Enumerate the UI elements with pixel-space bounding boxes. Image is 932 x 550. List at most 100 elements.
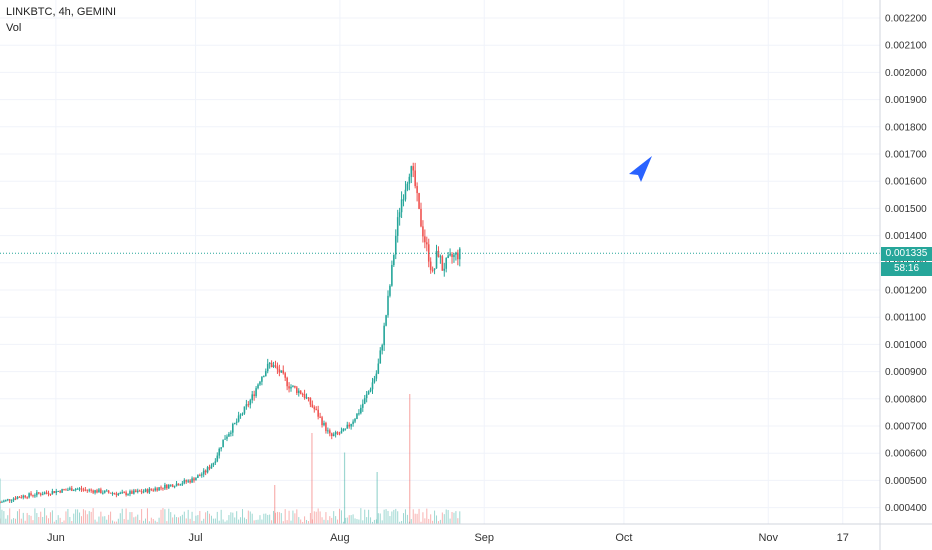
price-tick-label: 0.001000 <box>885 340 927 351</box>
volume-bar <box>57 515 59 524</box>
volume-bar <box>94 519 96 524</box>
chart-legend: LINKBTC, 4h, GEMINI Vol <box>6 5 116 37</box>
candle-body <box>323 422 325 426</box>
volume-bar <box>51 510 53 524</box>
volume-spike <box>343 452 346 524</box>
volume-bar <box>32 520 34 524</box>
volume-bar <box>393 509 395 524</box>
volume-bar <box>319 511 321 524</box>
volume-bar <box>302 521 304 524</box>
candle-body <box>74 488 77 491</box>
candle-body <box>396 217 399 236</box>
volume-bar <box>28 515 30 524</box>
candlestick-series <box>0 162 461 504</box>
candle-body <box>98 489 100 493</box>
volume-bar <box>207 510 209 524</box>
time-axis[interactable]: Jun Jul Aug Sep Oct Nov 17 <box>0 523 932 544</box>
price-tick-label: 0.000800 <box>885 394 927 405</box>
volume-bar <box>304 516 306 524</box>
candle-body <box>321 417 323 426</box>
volume-bar <box>199 510 201 524</box>
candle-body <box>111 493 114 495</box>
candle-body <box>28 493 30 498</box>
price-axis[interactable]: 0.002200 0.002100 0.002000 0.001900 0.001800… <box>879 0 927 550</box>
volume-bar <box>232 512 234 524</box>
volume-bar <box>214 518 216 524</box>
candle-body <box>288 386 290 389</box>
price-tick-label: 0.002100 <box>885 41 927 52</box>
price-tick-label: 0.001500 <box>885 204 927 215</box>
time-tick-label: 17 <box>837 532 849 544</box>
volume-bar <box>371 521 373 524</box>
candle-body <box>389 285 391 296</box>
volume-bar <box>61 521 63 524</box>
candle-body <box>65 489 67 491</box>
volume-bar <box>292 510 294 524</box>
volume-bar <box>325 512 327 524</box>
volume-bar <box>278 512 280 524</box>
volume-bar <box>24 520 26 524</box>
volume-bar <box>59 517 61 524</box>
volume-bar <box>189 518 191 524</box>
candle-body <box>416 186 418 194</box>
volume-bar <box>80 516 82 524</box>
candle-body <box>10 500 13 502</box>
candle-body <box>69 488 71 490</box>
candle-body <box>329 430 331 434</box>
candle-body <box>259 381 261 385</box>
volume-legend-label[interactable]: Vol <box>6 22 22 34</box>
candle-body <box>22 495 25 498</box>
candle-body <box>319 416 321 418</box>
candle-body <box>412 166 415 171</box>
volume-bar <box>119 513 121 524</box>
volume-bar <box>5 518 7 524</box>
symbol-title[interactable]: LINKBTC, 4h, GEMINI <box>6 6 117 18</box>
candle-body <box>158 487 160 491</box>
volume-bar <box>335 516 337 524</box>
candle-body <box>204 470 207 473</box>
candle-body <box>150 488 153 490</box>
volume-bar <box>288 510 290 524</box>
volume-bar <box>145 518 147 524</box>
volume-bar <box>158 517 160 524</box>
candle-body <box>400 199 403 213</box>
candle-body <box>20 497 23 499</box>
volume-bar <box>439 519 441 524</box>
candle-body <box>249 400 252 405</box>
volume-bar <box>457 518 459 524</box>
volume-bar <box>0 518 1 524</box>
volume-bar <box>352 514 354 524</box>
candle-body <box>303 394 306 399</box>
candle-body <box>431 269 434 271</box>
volume-bar <box>187 509 189 524</box>
candle-body <box>70 488 73 491</box>
candle-body <box>103 490 106 493</box>
candle-body <box>443 268 446 271</box>
volume-bar <box>179 516 181 524</box>
candle-body <box>371 382 374 390</box>
volume-bar <box>104 516 106 524</box>
candle-body <box>408 176 411 184</box>
candle-body <box>437 250 440 257</box>
volume-bar <box>323 519 325 524</box>
volume-bar <box>65 511 67 524</box>
candle-body <box>307 397 310 399</box>
candle-body <box>294 385 296 388</box>
candle-body <box>363 398 366 404</box>
volume-bar <box>49 512 51 524</box>
volume-bar <box>356 519 358 524</box>
volume-bar <box>73 513 75 524</box>
candle-body <box>243 406 246 414</box>
candle-body <box>404 189 407 200</box>
candle-body <box>228 433 230 437</box>
volume-spike <box>311 433 313 524</box>
candle-body <box>88 489 91 491</box>
candle-body <box>458 248 461 260</box>
volume-bar <box>53 521 55 524</box>
volume-bar <box>123 519 125 524</box>
candle-body <box>146 489 149 493</box>
candle-body <box>439 256 442 258</box>
volume-bar <box>269 514 271 524</box>
candle-body <box>284 373 286 378</box>
